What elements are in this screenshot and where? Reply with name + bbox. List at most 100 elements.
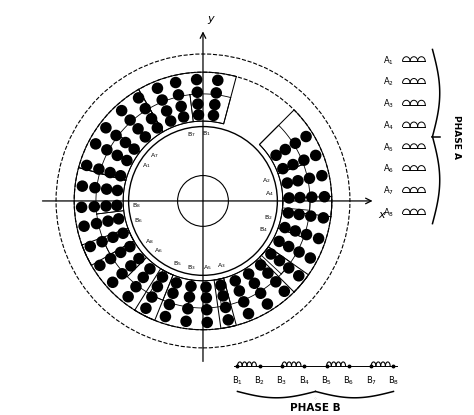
Text: A$_6$: A$_6$ bbox=[383, 163, 394, 176]
Circle shape bbox=[290, 226, 301, 236]
Circle shape bbox=[216, 280, 226, 290]
Circle shape bbox=[112, 150, 122, 160]
Circle shape bbox=[117, 217, 120, 220]
Text: A$_7$: A$_7$ bbox=[383, 185, 393, 197]
Circle shape bbox=[201, 282, 211, 292]
Circle shape bbox=[105, 188, 108, 191]
Circle shape bbox=[319, 192, 329, 202]
Circle shape bbox=[298, 251, 301, 254]
Circle shape bbox=[277, 240, 281, 243]
Circle shape bbox=[157, 272, 167, 282]
Circle shape bbox=[192, 87, 202, 97]
Circle shape bbox=[112, 186, 122, 195]
Circle shape bbox=[255, 288, 265, 298]
Circle shape bbox=[301, 229, 311, 239]
Circle shape bbox=[193, 99, 203, 109]
Circle shape bbox=[193, 110, 203, 120]
Circle shape bbox=[286, 181, 289, 185]
Circle shape bbox=[116, 247, 126, 257]
Circle shape bbox=[101, 184, 112, 194]
Circle shape bbox=[288, 196, 291, 200]
Circle shape bbox=[294, 142, 297, 145]
Text: A$_6$: A$_6$ bbox=[154, 247, 163, 255]
Circle shape bbox=[115, 204, 118, 207]
Circle shape bbox=[107, 220, 109, 223]
Circle shape bbox=[191, 75, 201, 85]
Circle shape bbox=[301, 132, 311, 142]
Circle shape bbox=[109, 171, 112, 174]
Circle shape bbox=[90, 183, 100, 193]
Circle shape bbox=[284, 193, 294, 203]
Text: PHASE A: PHASE A bbox=[453, 115, 461, 159]
Circle shape bbox=[184, 292, 194, 302]
Circle shape bbox=[294, 247, 304, 257]
Text: B$_8$: B$_8$ bbox=[388, 374, 399, 387]
Text: A$_8$: A$_8$ bbox=[145, 237, 154, 246]
Text: B$_8$: B$_8$ bbox=[132, 201, 140, 210]
Circle shape bbox=[127, 295, 130, 298]
Circle shape bbox=[323, 195, 326, 198]
Circle shape bbox=[310, 195, 313, 199]
Circle shape bbox=[122, 156, 132, 166]
Circle shape bbox=[85, 164, 88, 167]
Circle shape bbox=[211, 88, 221, 98]
Circle shape bbox=[145, 264, 155, 274]
Circle shape bbox=[137, 257, 140, 260]
Circle shape bbox=[302, 159, 306, 162]
Text: B$_6$: B$_6$ bbox=[135, 216, 143, 225]
Circle shape bbox=[314, 154, 317, 157]
Circle shape bbox=[298, 213, 301, 216]
Circle shape bbox=[162, 106, 172, 116]
Circle shape bbox=[101, 123, 111, 133]
Text: y: y bbox=[208, 14, 214, 24]
Circle shape bbox=[89, 202, 99, 212]
Circle shape bbox=[129, 144, 139, 154]
Circle shape bbox=[274, 256, 284, 266]
Circle shape bbox=[125, 115, 135, 125]
Text: A$_2$: A$_2$ bbox=[263, 176, 271, 185]
Circle shape bbox=[308, 177, 311, 180]
Circle shape bbox=[171, 78, 181, 88]
Circle shape bbox=[153, 83, 163, 93]
Circle shape bbox=[168, 288, 178, 298]
Circle shape bbox=[77, 203, 87, 212]
Circle shape bbox=[102, 145, 112, 155]
Circle shape bbox=[82, 161, 92, 171]
Circle shape bbox=[304, 173, 314, 183]
Text: B$_6$: B$_6$ bbox=[343, 374, 355, 387]
Text: B$_4$: B$_4$ bbox=[299, 374, 310, 387]
Circle shape bbox=[202, 317, 212, 327]
Circle shape bbox=[138, 272, 148, 283]
Circle shape bbox=[117, 269, 127, 279]
Circle shape bbox=[160, 312, 171, 322]
Circle shape bbox=[128, 245, 131, 248]
Text: A$_8$: A$_8$ bbox=[383, 207, 394, 219]
Circle shape bbox=[104, 205, 108, 208]
Circle shape bbox=[305, 253, 315, 263]
Circle shape bbox=[310, 150, 321, 161]
Circle shape bbox=[271, 277, 281, 287]
Circle shape bbox=[283, 226, 287, 229]
Circle shape bbox=[109, 257, 112, 260]
Circle shape bbox=[295, 193, 305, 203]
Text: A$_5$: A$_5$ bbox=[203, 264, 212, 272]
Circle shape bbox=[116, 171, 126, 181]
Circle shape bbox=[284, 242, 294, 251]
Circle shape bbox=[314, 234, 324, 244]
Text: B$_2$: B$_2$ bbox=[264, 213, 273, 222]
Circle shape bbox=[294, 271, 304, 281]
Circle shape bbox=[108, 277, 118, 287]
Circle shape bbox=[309, 256, 312, 260]
Circle shape bbox=[320, 174, 323, 177]
Circle shape bbox=[134, 285, 137, 288]
Circle shape bbox=[94, 164, 104, 174]
Circle shape bbox=[210, 100, 220, 110]
Text: B$_7$: B$_7$ bbox=[365, 374, 377, 387]
Circle shape bbox=[223, 315, 233, 325]
Circle shape bbox=[287, 266, 291, 270]
Circle shape bbox=[213, 75, 223, 85]
Circle shape bbox=[85, 242, 95, 251]
Circle shape bbox=[263, 268, 273, 278]
Circle shape bbox=[299, 196, 301, 199]
Circle shape bbox=[322, 216, 325, 220]
